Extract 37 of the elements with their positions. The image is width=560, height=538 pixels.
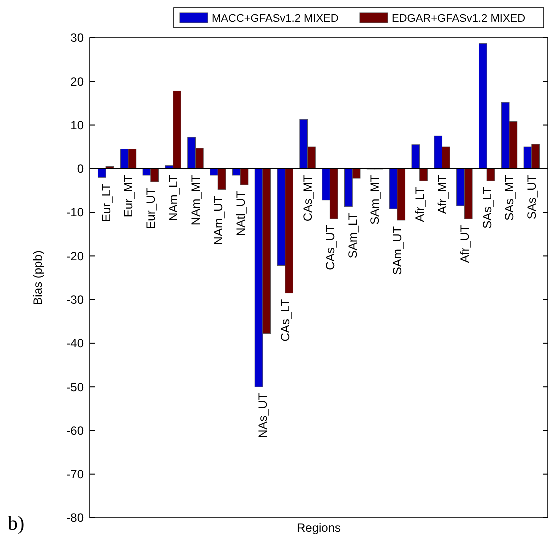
y-tick-label: -20: [66, 249, 84, 264]
y-tick-label: -50: [66, 380, 84, 394]
x-tick-label: Afr_LT: [413, 186, 428, 222]
y-tick-label: 20: [70, 74, 84, 89]
x-tick-label: Eur_UT: [144, 187, 158, 230]
x-tick-label: NAm_UT: [211, 195, 226, 246]
y-tick-label: -40: [66, 336, 84, 351]
y-axis-title: Bias (ppb): [31, 250, 45, 306]
x-tick-label: NAm_MT: [188, 174, 203, 226]
x-tick-label: NAm_LT: [166, 174, 181, 222]
x-tick-label: SAm_UT: [390, 226, 405, 276]
x-tick-label: SAs_UT: [525, 174, 540, 220]
x-tick-label: CAs_MT: [300, 174, 315, 222]
x-tick-label: CAs_UT: [323, 224, 338, 270]
x-tick-label: CAs_LT: [278, 298, 293, 342]
x-tick-label: SAm_LT: [346, 212, 360, 259]
text: b): [8, 513, 25, 535]
x-tick-label: SAs_MT: [502, 174, 517, 221]
y-tick-label: -30: [66, 293, 84, 308]
legend-label: MACC+GFASv1.2 MIXED: [212, 12, 339, 25]
x-tick-label: NAs_UT: [256, 392, 270, 438]
y-tick-label: 0: [77, 162, 84, 176]
y-tick-label: -70: [66, 468, 84, 482]
x-tick-label: SAs_LT: [480, 186, 494, 229]
y-tick-label: -60: [66, 424, 84, 438]
x-tick-label: SAm_MT: [368, 174, 382, 225]
x-tick-label: NAtl_UT: [234, 190, 248, 236]
legend-label: EDGAR+GFASv1.2 MIXED: [392, 12, 526, 25]
y-tick-label: 30: [70, 31, 84, 46]
x-tick-label: Eur_MT: [122, 174, 136, 218]
y-tick-label: -80: [66, 511, 84, 526]
y-tick-label: -10: [66, 206, 84, 220]
x-axis-title: Regions: [296, 521, 342, 535]
x-tick-label: Afr_MT: [435, 174, 450, 214]
x-tick-label: Afr_UT: [458, 224, 472, 264]
y-tick-label: 10: [70, 118, 84, 132]
x-tick-label: Eur_LT: [99, 182, 114, 222]
